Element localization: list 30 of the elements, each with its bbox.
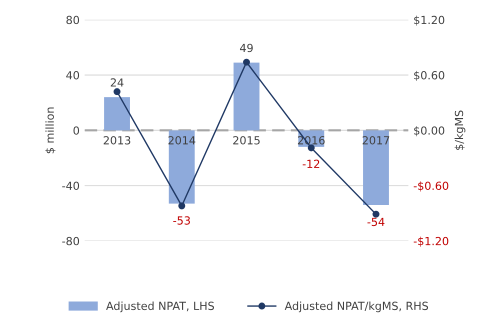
data-label: -12 bbox=[302, 160, 320, 168]
data-label: -54 bbox=[367, 218, 384, 226]
point bbox=[178, 202, 186, 210]
bar bbox=[234, 62, 260, 130]
bar bbox=[168, 130, 195, 204]
point bbox=[114, 88, 121, 96]
y2-axis-title: $/kgMS bbox=[454, 110, 466, 150]
data-label: -53 bbox=[173, 216, 190, 225]
y-tick-label: -80 bbox=[62, 236, 80, 246]
data-label: 24 bbox=[110, 78, 124, 87]
y-axis-title: $ million bbox=[45, 107, 56, 154]
y2-tick-label: $0.60 bbox=[414, 70, 444, 81]
y-tick-label: 80 bbox=[66, 16, 80, 24]
y-tick-label: -40 bbox=[62, 182, 80, 190]
point bbox=[243, 58, 250, 66]
y2-tick-label: $1.20 bbox=[414, 16, 444, 26]
bar bbox=[363, 130, 389, 205]
bar bbox=[104, 97, 130, 130]
legend-label: Adjusted NPAT/kgMS, RHS bbox=[284, 301, 428, 312]
point bbox=[308, 144, 315, 152]
point bbox=[372, 210, 380, 218]
x-tick-label: 2013 bbox=[104, 136, 130, 145]
y2-tick-label: $0.00 bbox=[414, 126, 444, 136]
y2-tick-label: -$1.20 bbox=[414, 236, 448, 247]
data-label: 49 bbox=[240, 44, 253, 52]
y-tick-label: 40 bbox=[66, 71, 80, 80]
y2-tick-label: -$0.60 bbox=[414, 181, 448, 192]
y-tick-label: 0 bbox=[73, 126, 80, 135]
x-tick-label: 2015 bbox=[233, 136, 260, 145]
legend-label: Adjusted NPAT, LHS bbox=[106, 301, 214, 312]
